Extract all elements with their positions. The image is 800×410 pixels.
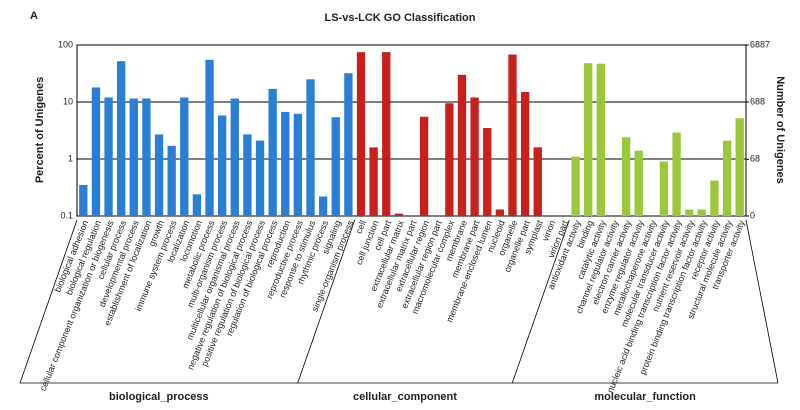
bar — [180, 97, 189, 216]
bar — [584, 63, 593, 216]
bar — [167, 145, 176, 216]
bar — [508, 54, 517, 216]
bar — [356, 52, 366, 217]
group-label: molecular_function — [594, 391, 696, 403]
bar — [520, 91, 530, 216]
bar — [470, 97, 479, 216]
bar — [697, 209, 706, 216]
bar — [710, 180, 719, 216]
bar — [142, 98, 151, 216]
bar — [205, 59, 214, 216]
y-tick-label: 10 — [63, 96, 73, 106]
bar — [571, 156, 580, 216]
bar — [369, 147, 378, 216]
bar — [255, 140, 265, 216]
bar — [344, 73, 353, 216]
bar — [243, 134, 252, 216]
bar — [129, 98, 138, 216]
bar — [533, 147, 542, 216]
bar — [419, 116, 429, 216]
group-label: cellular_component — [353, 391, 457, 403]
bar — [318, 196, 328, 216]
bar — [634, 150, 643, 216]
group-bracket — [745, 219, 779, 384]
bar — [104, 97, 113, 216]
bar — [331, 117, 340, 216]
y-tick-label: 0.1 — [60, 210, 73, 220]
group-bracket — [297, 219, 356, 384]
bar — [281, 111, 290, 216]
bar — [722, 140, 732, 216]
group-bracket — [511, 219, 570, 384]
x-tick-label: cell — [354, 219, 368, 235]
y-axis-label: Percent of Unigenes — [34, 77, 46, 183]
bar — [685, 209, 694, 216]
bar — [293, 113, 303, 216]
bar — [483, 127, 492, 216]
bar — [596, 63, 606, 216]
plot-frame — [76, 44, 747, 217]
chart-title: LS-vs-LCK GO Classification — [325, 12, 476, 24]
bar — [457, 74, 467, 217]
bar — [621, 137, 631, 216]
bar — [659, 161, 669, 216]
bar — [217, 115, 227, 216]
bar — [382, 52, 391, 217]
bar — [445, 103, 454, 216]
bar — [117, 61, 126, 217]
bar — [91, 87, 101, 217]
y-tick-label: 100 — [58, 39, 73, 49]
group-label: biological_process — [109, 391, 209, 403]
bar — [306, 79, 315, 217]
y2-tick-label: 68 — [750, 154, 760, 164]
y-tick-label: 1 — [68, 153, 73, 163]
y2-tick-label: 688 — [750, 96, 765, 106]
y2-axis-label: Number of Unigenes — [774, 76, 786, 184]
bar — [672, 132, 681, 216]
y2-tick-label: 6887 — [750, 39, 770, 49]
bar — [230, 98, 239, 216]
bar — [192, 194, 202, 216]
bar — [154, 134, 164, 216]
panel-label: A — [30, 10, 38, 22]
bar — [495, 209, 505, 216]
bar — [735, 118, 744, 216]
bar — [268, 88, 277, 216]
y2-tick-label: 0 — [750, 210, 755, 220]
bar — [394, 213, 404, 216]
bar — [79, 184, 88, 216]
group-bracket — [19, 219, 78, 384]
